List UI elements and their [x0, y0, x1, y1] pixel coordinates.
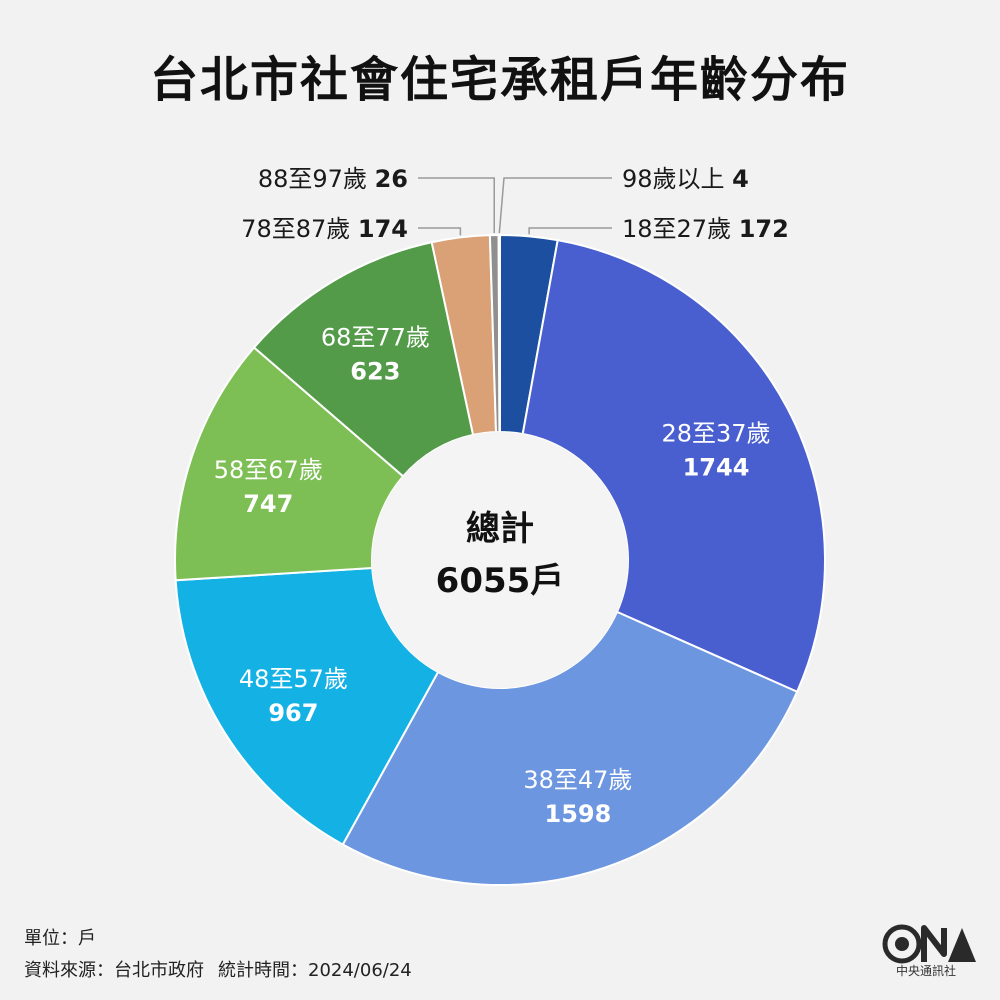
leader-line-0	[528, 227, 612, 235]
leader-lines	[418, 177, 612, 236]
slice-label-1: 28至37歲	[661, 419, 770, 447]
outer-label-7: 88至97歲 26	[258, 165, 408, 193]
slices-group	[174, 233, 826, 886]
leader-line-7	[418, 177, 495, 234]
source-text: 資料來源：台北市政府	[24, 960, 204, 981]
outer-label-value-7: 26	[375, 165, 408, 193]
slice-8	[497, 233, 501, 434]
slice-value-5: 623	[350, 358, 400, 386]
slice-labels: 28至37歲174438至47歲159848至57歲96758至67歲74768…	[214, 165, 789, 828]
stat-time-text: 統計時間：2024/06/24	[218, 960, 412, 981]
outer-label-category-6: 78至87歲	[241, 215, 358, 243]
slice-3	[174, 566, 440, 846]
slice-label-5: 68至77歲	[321, 324, 430, 352]
chart-title: 台北市社會住宅承租戶年齡分布	[149, 52, 850, 108]
outer-label-8: 98歲以上 4	[622, 165, 749, 193]
slice-label-4: 58至67歲	[214, 456, 323, 484]
slice-value-1: 1744	[683, 453, 750, 481]
leader-line-8	[498, 177, 612, 234]
slice-label-3: 48至57歲	[239, 665, 348, 693]
outer-label-6: 78至87歲 174	[241, 215, 408, 243]
center-total: 6055戶	[436, 561, 565, 601]
cna-logo-icon	[882, 924, 976, 964]
slice-label-2: 38至47歲	[523, 766, 632, 794]
outer-label-category-8: 98歲以上	[622, 165, 732, 193]
outer-label-value-8: 4	[732, 165, 749, 193]
outer-label-category-0: 18至27歲	[622, 215, 739, 243]
outer-label-category-7: 88至97歲	[258, 165, 375, 193]
source-note: 資料來源：台北市政府 統計時間：2024/06/24	[24, 956, 412, 982]
slice-value-3: 967	[268, 699, 318, 727]
outer-label-value-6: 174	[358, 215, 408, 243]
slice-value-4: 747	[243, 490, 293, 518]
outer-label-value-0: 172	[739, 215, 789, 243]
center-label: 總計	[466, 509, 534, 549]
slice-value-2: 1598	[545, 800, 612, 828]
leader-line-6	[418, 227, 462, 236]
donut-hole	[372, 432, 628, 688]
outer-label-0: 18至27歲 172	[622, 215, 789, 243]
unit-note: 單位：戶	[24, 928, 96, 949]
cna-logo-text: 中央通訊社	[895, 964, 956, 978]
